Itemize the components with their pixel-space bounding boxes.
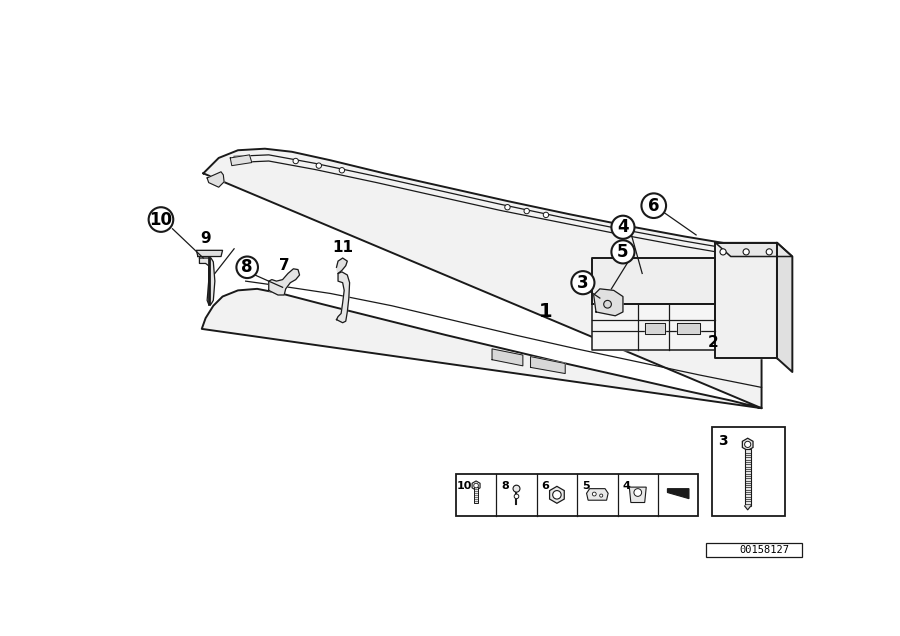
Bar <box>473 487 479 502</box>
Polygon shape <box>550 487 564 503</box>
Bar <box>456 474 698 516</box>
Circle shape <box>720 249 726 255</box>
Circle shape <box>611 216 634 238</box>
Circle shape <box>148 207 174 232</box>
Bar <box>744 449 751 506</box>
Text: 8: 8 <box>501 481 509 492</box>
Circle shape <box>744 441 751 448</box>
Text: 1: 1 <box>539 303 553 321</box>
Polygon shape <box>207 172 224 187</box>
Circle shape <box>599 494 603 497</box>
Polygon shape <box>677 324 700 333</box>
Circle shape <box>592 492 596 496</box>
Polygon shape <box>742 438 753 450</box>
Text: 5: 5 <box>617 243 629 261</box>
Circle shape <box>316 163 321 169</box>
Text: 5: 5 <box>582 481 590 492</box>
Bar <box>712 427 785 516</box>
Polygon shape <box>269 269 300 295</box>
Circle shape <box>514 494 518 499</box>
Circle shape <box>473 483 479 488</box>
Circle shape <box>553 490 562 499</box>
Bar <box>706 543 802 556</box>
Text: 4: 4 <box>617 218 629 236</box>
Text: 9: 9 <box>201 232 211 246</box>
Text: 00158127: 00158127 <box>739 545 789 555</box>
Text: 3: 3 <box>577 273 589 292</box>
Text: 10: 10 <box>149 211 173 228</box>
Circle shape <box>293 158 299 163</box>
Polygon shape <box>492 349 523 366</box>
Polygon shape <box>200 258 215 304</box>
Text: 2: 2 <box>707 335 718 350</box>
Polygon shape <box>644 324 665 333</box>
Circle shape <box>642 193 666 218</box>
Polygon shape <box>668 488 689 499</box>
Polygon shape <box>744 506 751 510</box>
Circle shape <box>743 249 749 255</box>
Text: 7: 7 <box>279 258 290 273</box>
Circle shape <box>237 256 258 278</box>
Polygon shape <box>592 304 716 350</box>
Circle shape <box>339 167 345 173</box>
Circle shape <box>524 209 529 214</box>
Circle shape <box>505 205 510 210</box>
Circle shape <box>634 488 642 496</box>
Polygon shape <box>716 243 777 358</box>
Polygon shape <box>230 155 252 165</box>
Polygon shape <box>196 251 222 256</box>
Polygon shape <box>337 272 349 322</box>
Polygon shape <box>777 243 792 372</box>
Circle shape <box>513 485 520 492</box>
Polygon shape <box>530 357 565 373</box>
Polygon shape <box>472 481 480 490</box>
Circle shape <box>766 249 772 255</box>
Text: 10: 10 <box>457 481 472 492</box>
Circle shape <box>611 240 634 263</box>
Text: 3: 3 <box>717 434 727 448</box>
Circle shape <box>544 212 549 218</box>
Polygon shape <box>716 243 792 256</box>
Circle shape <box>604 300 611 308</box>
Polygon shape <box>202 149 761 408</box>
Polygon shape <box>592 258 716 304</box>
Polygon shape <box>587 488 608 500</box>
Text: 8: 8 <box>241 258 253 276</box>
Text: 6: 6 <box>542 481 550 492</box>
Text: 11: 11 <box>332 240 353 255</box>
Polygon shape <box>337 258 347 273</box>
Text: 4: 4 <box>623 481 630 492</box>
Polygon shape <box>629 487 646 502</box>
Circle shape <box>572 271 595 294</box>
Polygon shape <box>594 289 623 316</box>
Text: 6: 6 <box>648 197 660 215</box>
